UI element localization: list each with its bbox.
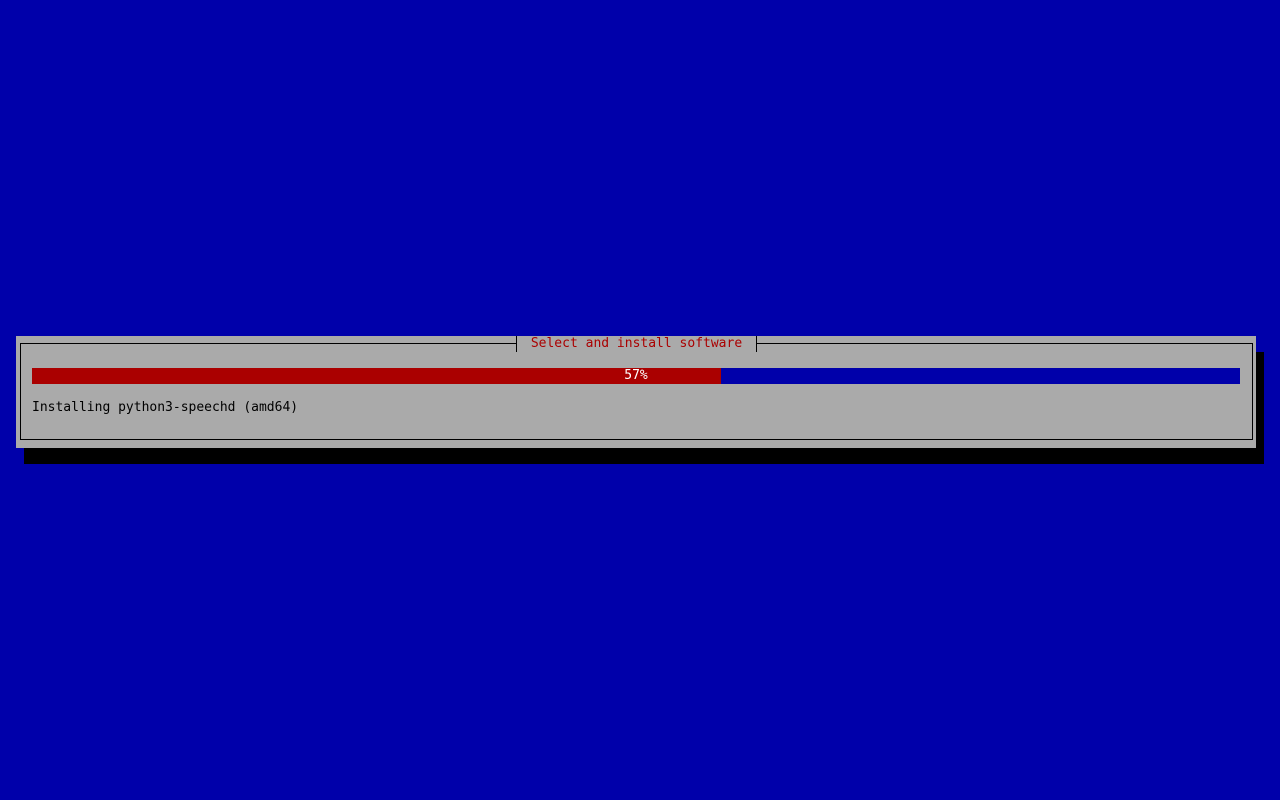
title-left-tee <box>516 336 517 352</box>
progress-bar: 57% <box>32 368 1240 384</box>
progress-fill <box>32 368 721 384</box>
dialog-shadow-right <box>1256 352 1264 448</box>
dialog-title: Select and install software <box>530 336 743 351</box>
progress-dialog: Select and install software 57% Installi… <box>16 336 1256 448</box>
progress-percent: 57% <box>624 368 648 383</box>
dialog-border <box>20 343 1253 440</box>
dialog-title-box: Select and install software <box>516 336 757 352</box>
title-right-tee <box>756 336 757 352</box>
status-text: Installing python3-speechd (amd64) <box>32 400 299 415</box>
dialog-shadow-bottom <box>24 448 1264 464</box>
